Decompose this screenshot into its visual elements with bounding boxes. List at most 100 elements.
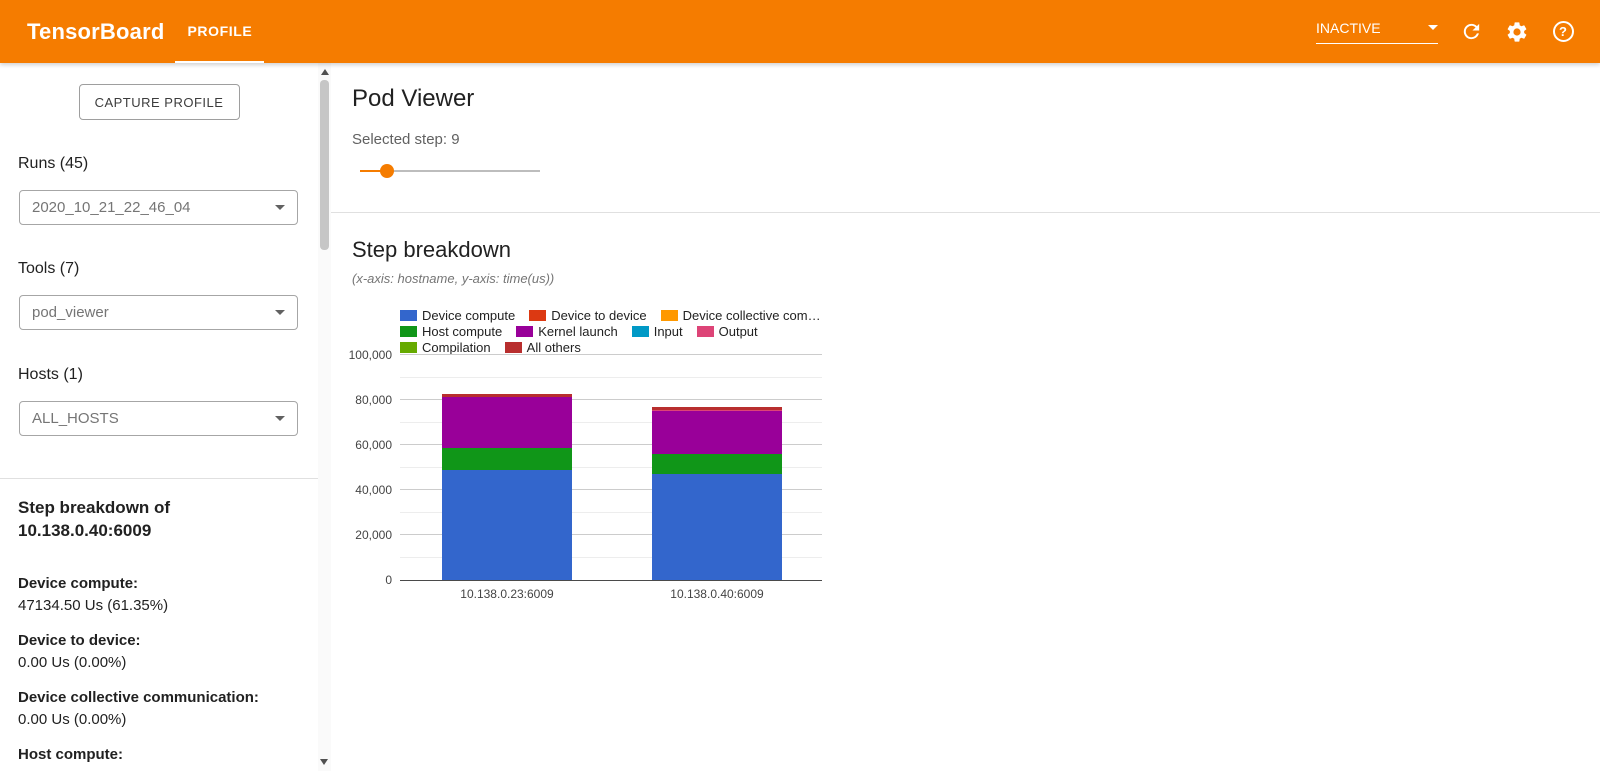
y-axis-tick-label: 0 <box>385 573 392 587</box>
legend-item: Host compute <box>400 324 502 339</box>
stat-value: 0.00 Us (0.00%) <box>18 654 127 671</box>
bar-segment <box>652 410 782 454</box>
legend-label: Host compute <box>422 323 503 339</box>
tab-profile[interactable]: PROFILE <box>175 0 265 63</box>
legend-label: Compilation <box>422 339 491 355</box>
bar-segment <box>442 469 572 580</box>
header-actions: INACTIVE ? <box>1316 19 1576 45</box>
legend-row: Host compute Kernel launch Input Output <box>400 323 1600 339</box>
runs-label: Runs (45) <box>18 155 89 172</box>
bar-segment <box>442 396 572 449</box>
tools-label: Tools (7) <box>18 260 80 277</box>
y-axis-tick-label: 40,000 <box>355 483 392 497</box>
legend-label: Device collective com… <box>682 307 821 323</box>
legend-swatch <box>631 325 649 337</box>
y-axis-tick-label: 100,000 <box>348 348 392 362</box>
breakdown-heading: Step breakdown of 10.138.0.40:6009 <box>18 496 300 542</box>
capture-profile-button[interactable]: CAPTURE PROFILE <box>78 84 240 120</box>
legend-label: Device compute <box>422 307 516 323</box>
runs-select[interactable]: 2020_10_21_22_46_04 <box>19 190 298 225</box>
bar-segment <box>652 409 782 411</box>
hosts-selected-value: ALL_HOSTS <box>32 410 119 427</box>
chevron-down-icon <box>275 205 285 210</box>
legend-row: Device compute Device to device Device col… <box>400 307 1600 323</box>
selected-step-text: Selected step: 9 <box>352 131 460 148</box>
hosts-label: Hosts (1) <box>18 366 83 383</box>
app-header: TensorBoard PROFILE INACTIVE ? <box>0 0 1600 63</box>
gridline <box>400 399 822 400</box>
help-icon: ? <box>1552 21 1574 42</box>
scroll-down-icon[interactable] <box>320 759 328 765</box>
stat-value: 47134.50 Us (61.35%) <box>18 597 169 614</box>
legend-item: Compilation <box>400 340 491 355</box>
legend-swatch <box>400 341 417 353</box>
legend-item: Output <box>696 323 758 339</box>
chart-legend: Device compute Device to device Device col… <box>400 307 1600 355</box>
legend-swatch <box>400 309 417 321</box>
tools-select[interactable]: pod_viewer <box>19 295 298 330</box>
slider-handle[interactable] <box>380 164 394 178</box>
sidebar-divider <box>0 478 318 479</box>
scrollbar-thumb[interactable] <box>320 80 329 250</box>
x-axis-tick-label: 10.138.0.23:6009 <box>460 587 554 601</box>
minor-gridline <box>400 556 822 558</box>
legend-label: All others <box>526 339 581 355</box>
stat-host-compute: Host compute: <box>0 745 318 764</box>
hosts-select[interactable]: ALL_HOSTS <box>19 401 298 436</box>
legend-label: Output <box>718 323 758 339</box>
y-axis-tick-label: 80,000 <box>355 393 392 407</box>
bar-segment <box>652 407 782 410</box>
stat-label: Device to device: <box>18 632 141 649</box>
legend-item: Device compute <box>400 308 515 323</box>
refresh-icon <box>1463 23 1479 40</box>
gridline <box>400 354 822 355</box>
slider-fill <box>360 170 387 172</box>
legend-label: Device to device <box>551 307 647 323</box>
settings-button[interactable] <box>1504 19 1530 45</box>
slider-track[interactable] <box>360 164 540 178</box>
legend-swatch <box>529 309 547 321</box>
chevron-down-icon <box>275 416 285 421</box>
bar-segment <box>442 448 572 470</box>
page-title: Pod Viewer <box>352 85 475 112</box>
gridline <box>400 444 822 445</box>
content-area: CAPTURE PROFILE Runs (45) 2020_10_21_22_… <box>0 63 1600 771</box>
help-button[interactable]: ? <box>1550 19 1576 45</box>
chevron-down-icon <box>275 310 285 315</box>
gear-icon <box>1507 21 1527 42</box>
gridline <box>400 534 822 535</box>
stat-label: Host compute: <box>18 746 123 763</box>
sidebar-scrollbar[interactable] <box>318 63 331 771</box>
y-axis-tick-label: 60,000 <box>355 438 392 452</box>
stat-value: 0.00 Us (0.00%) <box>18 711 127 728</box>
legend-item: Device to device <box>529 307 647 323</box>
legend-label: Input <box>653 323 683 339</box>
main-panel: Pod Viewer Selected step: 9 Step breakdo… <box>331 63 1600 771</box>
legend-item: Device collective com… <box>660 307 821 323</box>
legend-item: Input <box>631 323 683 339</box>
legend-swatch <box>400 325 417 337</box>
bar-segment <box>652 473 782 580</box>
app-title: TensorBoard <box>27 18 165 44</box>
breakdown-heading-line1: Step breakdown of <box>18 498 171 517</box>
step-slider[interactable] <box>360 164 540 178</box>
stat-label: Device collective communication: <box>18 689 259 706</box>
legend-swatch <box>660 309 678 321</box>
sidebar: CAPTURE PROFILE Runs (45) 2020_10_21_22_… <box>0 63 318 771</box>
axis-note: (x-axis: hostname, y-axis: time(us)) <box>352 271 555 286</box>
stat-device-compute: Device compute: 47134.50 Us (61.35%) <box>0 574 318 615</box>
legend-row: Compilation All others <box>400 339 1600 355</box>
gridline <box>400 489 822 490</box>
refresh-button[interactable] <box>1458 19 1484 45</box>
legend-swatch <box>504 341 522 353</box>
minor-gridline <box>400 376 822 378</box>
minor-gridline <box>400 466 822 468</box>
legend-swatch <box>516 325 534 337</box>
breakdown-heading-line2: 10.138.0.40:6009 <box>18 521 152 540</box>
status-dropdown[interactable]: INACTIVE <box>1316 20 1438 44</box>
scroll-up-icon[interactable] <box>320 69 329 75</box>
bar-segment <box>442 393 572 397</box>
x-axis-tick-label: 10.138.0.40:6009 <box>670 587 764 601</box>
legend-swatch <box>696 325 714 337</box>
